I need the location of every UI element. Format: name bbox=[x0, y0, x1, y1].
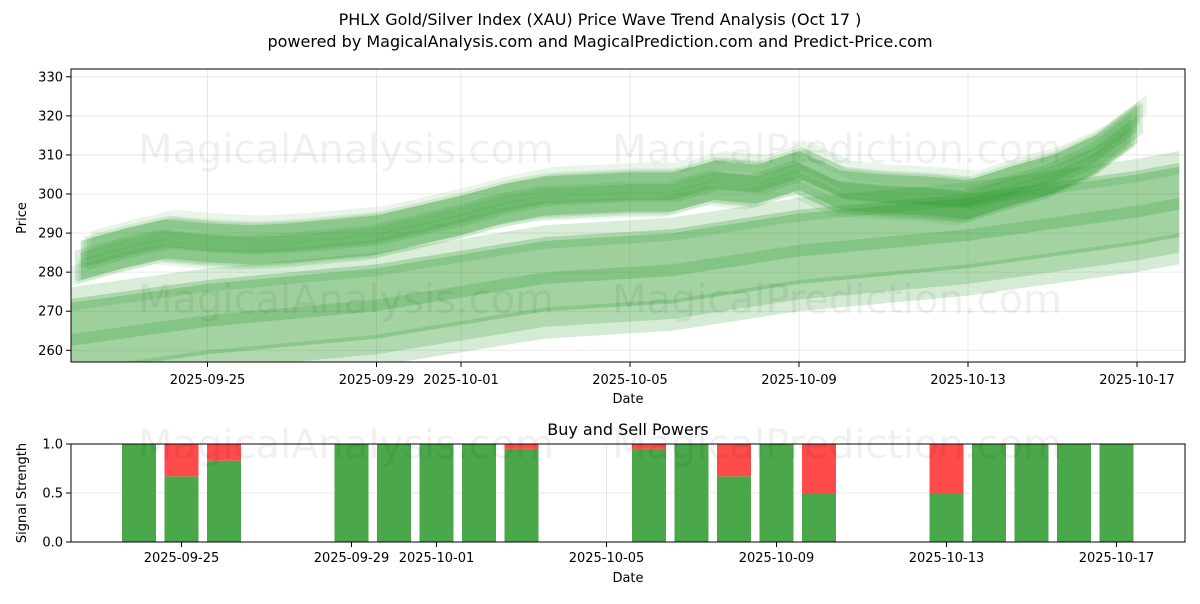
price-y-tick-label: 290 bbox=[38, 227, 63, 242]
signal-x-tick-label: 2025-10-01 bbox=[399, 551, 475, 566]
price-x-tick-label: 2025-10-13 bbox=[930, 373, 1006, 388]
signal-x-tick-label: 2025-10-05 bbox=[569, 551, 645, 566]
buy-power-bar bbox=[1057, 444, 1091, 542]
watermark-text: MagicalAnalysis.com bbox=[138, 422, 554, 468]
buy-power-bar bbox=[504, 448, 539, 542]
upper-wave-band bbox=[77, 123, 1134, 284]
watermark-text: MagicalPrediction.com bbox=[612, 422, 1062, 468]
lower-wave-band bbox=[71, 151, 1180, 311]
watermark-text: MagicalAnalysis.com bbox=[138, 127, 554, 173]
buy-power-bar bbox=[122, 444, 156, 542]
price-x-tick-label: 2025-10-05 bbox=[592, 373, 668, 388]
signal-y-axis-label: Signal Strength bbox=[15, 443, 30, 543]
buy-power-bar bbox=[972, 444, 1006, 542]
lower-wave-band bbox=[71, 162, 1180, 346]
signal-x-tick-label: 2025-09-29 bbox=[314, 551, 390, 566]
upper-wave-band bbox=[80, 104, 1137, 280]
sell-power-bar bbox=[632, 444, 666, 449]
buy-power-bar bbox=[759, 444, 794, 542]
watermark-text: MagicalAnalysis.com bbox=[138, 277, 554, 323]
lower-wave-band bbox=[122, 233, 1180, 362]
price-y-tick-label: 260 bbox=[38, 344, 63, 359]
sell-power-bar bbox=[207, 444, 241, 461]
buy-power-bar bbox=[377, 444, 411, 542]
signal-x-tick-label: 2025-10-09 bbox=[739, 551, 815, 566]
buy-power-bar bbox=[1014, 444, 1049, 542]
lower-wave-band bbox=[71, 166, 1180, 362]
price-y-tick-label: 280 bbox=[38, 266, 63, 281]
lower-wave-band bbox=[71, 197, 1180, 362]
buy-power-bar bbox=[929, 493, 964, 542]
price-y-tick-label: 320 bbox=[38, 109, 63, 124]
price-y-tick-label: 310 bbox=[38, 148, 63, 163]
price-x-tick-label: 2025-10-01 bbox=[423, 373, 499, 388]
price-x-tick-label: 2025-09-29 bbox=[339, 373, 415, 388]
price-y-tick-label: 300 bbox=[38, 188, 63, 203]
sell-power-bar bbox=[717, 444, 751, 477]
chart-subtitle: powered by MagicalAnalysis.com and Magic… bbox=[267, 32, 932, 51]
upper-wave-band bbox=[71, 129, 1127, 286]
buy-power-bar bbox=[164, 476, 199, 542]
upper-wave-band bbox=[74, 113, 1131, 282]
buy-power-bar bbox=[334, 444, 369, 542]
buy-power-bar bbox=[717, 476, 751, 542]
signal-x-ticks: 2025-09-25 2025-09-29 2025-10-01 2025-10-05… bbox=[144, 542, 1155, 566]
upper-wave-band bbox=[86, 102, 1143, 271]
price-axes-frame bbox=[70, 68, 1186, 363]
signal-y-tick-label: 1.0 bbox=[42, 438, 63, 453]
signal-x-tick-label: 2025-10-17 bbox=[1079, 551, 1155, 566]
buy-power-bar bbox=[674, 444, 709, 542]
upper-wave-band bbox=[83, 100, 1140, 261]
price-y-ticks: 260 270 280 290 300 310 320 330 bbox=[38, 70, 71, 359]
upper-wave-band bbox=[80, 115, 1137, 269]
sell-power-bar bbox=[929, 444, 964, 493]
price-x-tick-label: 2025-09-25 bbox=[170, 373, 246, 388]
price-x-ticks: 2025-09-25 2025-09-29 2025-10-01 2025-10-05… bbox=[170, 362, 1175, 388]
buy-power-bar bbox=[632, 448, 666, 542]
signal-y-ticks: 0.0 0.5 1.0 bbox=[42, 438, 71, 551]
signal-y-tick-label: 0.0 bbox=[42, 536, 63, 551]
signal-x-axis-label: Date bbox=[612, 571, 643, 586]
signal-chart-title: Buy and Sell Powers bbox=[547, 420, 709, 439]
price-y-tick-label: 330 bbox=[38, 70, 63, 85]
price-y-axis-label: Price bbox=[15, 202, 30, 234]
buy-power-bar bbox=[1099, 444, 1134, 542]
buy-power-bar bbox=[207, 460, 241, 542]
sell-power-bar bbox=[164, 444, 199, 477]
upper-wave-band bbox=[90, 94, 1147, 251]
price-grid bbox=[71, 69, 1185, 362]
sell-power-bar bbox=[504, 444, 539, 449]
signal-x-tick-label: 2025-10-13 bbox=[909, 551, 985, 566]
signal-bars bbox=[122, 444, 1134, 542]
price-x-tick-label: 2025-10-09 bbox=[761, 373, 837, 388]
signal-watermarks: MagicalAnalysis.com MagicalPrediction.co… bbox=[138, 422, 1062, 468]
price-wave-bands bbox=[71, 94, 1180, 362]
buy-power-bar bbox=[419, 444, 454, 542]
watermark-text: MagicalPrediction.com bbox=[612, 277, 1062, 323]
price-bands-clipped bbox=[71, 94, 1180, 362]
signal-x-tick-label: 2025-09-25 bbox=[144, 551, 220, 566]
buy-power-bar bbox=[802, 493, 836, 542]
sell-power-bar bbox=[802, 444, 836, 493]
chart-title: PHLX Gold/Silver Index (XAU) Price Wave … bbox=[339, 10, 862, 29]
price-x-axis-label: Date bbox=[612, 392, 643, 407]
price-x-tick-label: 2025-10-17 bbox=[1099, 373, 1175, 388]
watermark-text: MagicalPrediction.com bbox=[612, 127, 1062, 173]
signal-y-tick-label: 0.5 bbox=[42, 487, 63, 502]
buy-power-bar bbox=[462, 444, 496, 542]
price-watermarks: MagicalAnalysis.com MagicalPrediction.co… bbox=[138, 127, 1062, 323]
price-y-tick-label: 270 bbox=[38, 305, 63, 320]
